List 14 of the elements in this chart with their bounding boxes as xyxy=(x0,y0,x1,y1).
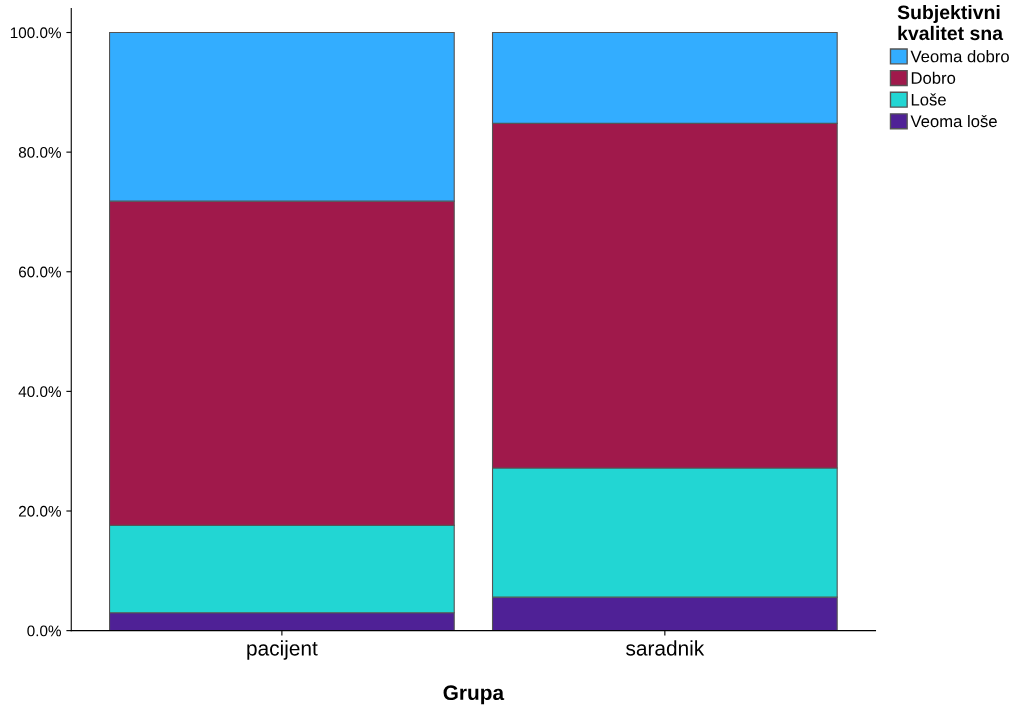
y-tick-label: 100.0% xyxy=(10,27,61,39)
legend-label: Veoma loše xyxy=(910,114,997,128)
legend-label: Loše xyxy=(911,93,946,106)
y-tick-label: 40.0% xyxy=(18,386,61,398)
y-tick-label: 80.0% xyxy=(18,147,61,158)
legend-label: Veoma dobro xyxy=(910,50,1009,63)
y-tick-label: 20.0% xyxy=(18,505,61,517)
y-tick-label: 60.0% xyxy=(19,266,61,278)
x-tick-label: pacijent xyxy=(247,640,318,660)
x-tick-label: saradnik xyxy=(626,640,705,656)
x-axis-title: Grupa xyxy=(443,685,505,705)
legend-label: Dobro xyxy=(911,71,956,84)
legend-title: Subjektivni kvalitet sna xyxy=(897,4,1004,41)
y-tick-label: 0.0% xyxy=(27,625,61,637)
